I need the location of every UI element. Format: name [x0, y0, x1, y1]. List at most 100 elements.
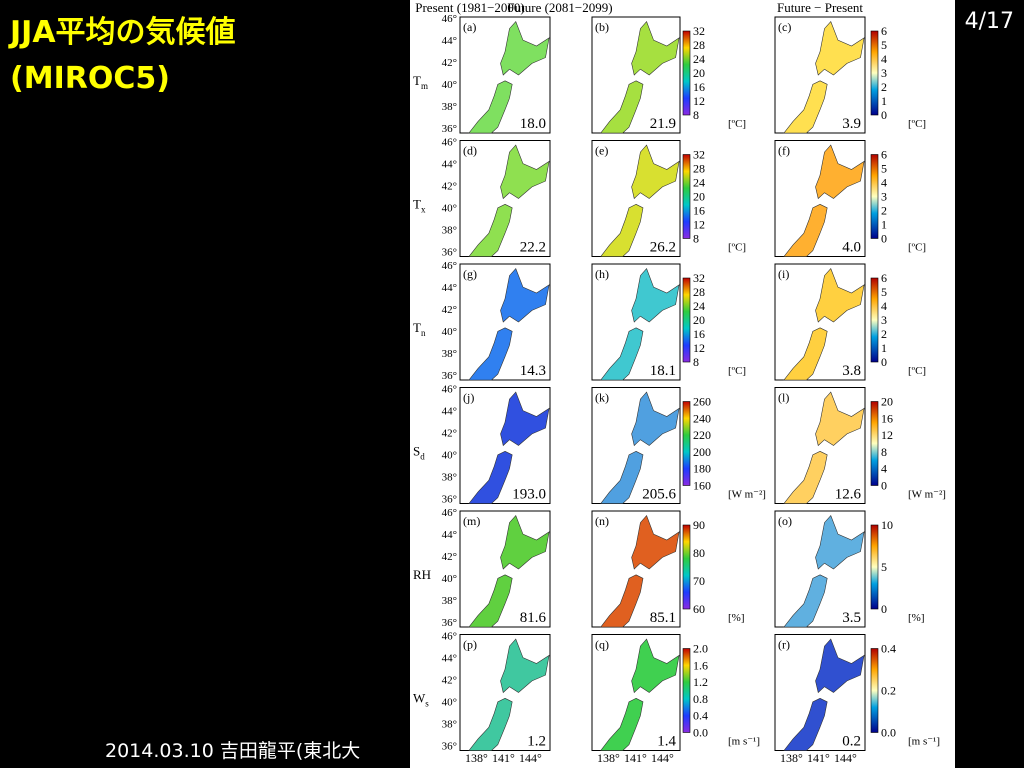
row-label: Ws — [413, 691, 429, 709]
lon-label: 144° — [834, 751, 857, 765]
panel-value: 3.8 — [842, 363, 861, 379]
lat-label: 44° — [442, 406, 457, 418]
colorbar-tick-label: 28 — [693, 38, 705, 52]
colorbar-tick-label: 12 — [693, 94, 705, 108]
row-label: RH — [413, 567, 431, 582]
lon-label: 138° — [465, 751, 488, 765]
row-label-main: S — [413, 444, 420, 459]
lat-label: 40° — [442, 450, 457, 462]
lat-label: 38° — [442, 472, 457, 484]
lat-label: 44° — [442, 35, 457, 47]
colorbar-unit: [ºC] — [728, 118, 746, 130]
row-label-main: T — [413, 73, 421, 88]
colorbar-tick-label: 70 — [693, 574, 705, 588]
colorbar — [870, 30, 879, 116]
map-frame — [774, 263, 866, 381]
lat-label: 46° — [442, 13, 457, 25]
map-frame — [591, 16, 681, 134]
panel-letter: (j) — [463, 391, 474, 405]
lat-label: 40° — [442, 326, 457, 338]
panel-letter: (n) — [595, 514, 609, 528]
panel-value: 18.1 — [650, 363, 676, 379]
lat-label: 36° — [442, 123, 457, 135]
panel-letter: (r) — [778, 638, 790, 652]
colorbar-tick-label: 2 — [881, 80, 887, 94]
map-land — [815, 638, 865, 694]
colorbar — [682, 524, 691, 610]
lat-label: 46° — [442, 384, 457, 396]
colorbar-tick-label: 20 — [693, 313, 705, 327]
panel-value: 3.9 — [842, 116, 861, 132]
row-label-sub: d — [420, 452, 425, 462]
panel-value: 26.2 — [650, 240, 676, 256]
panel-letter: (c) — [778, 20, 791, 34]
map-land — [500, 268, 550, 323]
panel-value: 4.0 — [842, 240, 861, 256]
figure: Present (1981−2000)Future (2081−2099) Fut… — [413, 0, 946, 765]
colorbar — [682, 277, 691, 363]
colorbar-tick-label: 16 — [881, 411, 893, 425]
panel-letter: (l) — [778, 391, 789, 405]
slide-title: JJA平均の気候値 — [8, 15, 236, 50]
lon-label: 138° — [597, 751, 620, 765]
map-frame — [774, 387, 866, 504]
panel-letter: (o) — [778, 514, 792, 528]
map-land — [631, 515, 680, 570]
lat-label: 38° — [442, 348, 457, 360]
colorbar-tick-label: 240 — [693, 411, 711, 425]
lat-label: 38° — [442, 719, 457, 731]
colorbar-tick-label: 220 — [693, 428, 711, 442]
panel-letter: (q) — [595, 638, 609, 652]
row-label-main: RH — [413, 567, 431, 582]
lat-label: 42° — [442, 57, 457, 69]
map-frame — [774, 510, 866, 628]
panel-value: 22.2 — [520, 240, 546, 256]
map-frame — [591, 510, 681, 628]
lat-label: 36° — [442, 370, 457, 382]
map-frame — [774, 634, 866, 751]
colorbar-tick-label: 28 — [693, 285, 705, 299]
lon-label: 141° — [624, 751, 647, 765]
colorbar-tick-label: 0 — [881, 479, 887, 493]
colorbar-tick-label: 5 — [881, 560, 887, 574]
colorbar-tick-label: 0.8 — [693, 692, 708, 706]
row-label-main: T — [413, 197, 421, 212]
colorbar-unit: [m s⁻¹] — [908, 736, 940, 748]
colorbar-tick-label: 4 — [881, 52, 887, 66]
row-label: Tm — [413, 73, 428, 91]
colorbar-tick-label: 1.6 — [693, 658, 708, 672]
map-land — [815, 144, 865, 200]
colorbar-tick-label: 32 — [693, 24, 705, 38]
map-land — [783, 450, 828, 504]
colorbar-tick-label: 0.4 — [693, 709, 708, 723]
colorbar-tick-label: 10 — [881, 518, 893, 532]
colorbar-tick-label: 0 — [881, 232, 887, 246]
colorbar-tick-label: 3 — [881, 66, 887, 80]
colorbar-tick-label: 8 — [693, 232, 699, 246]
colorbar — [870, 648, 879, 733]
lat-label: 42° — [442, 181, 457, 193]
panel-value: 0.2 — [842, 734, 861, 750]
map-land — [631, 21, 680, 76]
colorbar-tick-label: 4 — [881, 176, 887, 190]
colorbar — [870, 401, 879, 486]
colorbar-tick-label: 12 — [881, 428, 893, 442]
panel-letter: (k) — [595, 391, 609, 405]
map-land — [815, 268, 865, 323]
colorbar-tick-label: 180 — [693, 462, 711, 476]
column-header: Future (2081−2099) — [507, 0, 612, 15]
colorbar-unit: [W m⁻²] — [908, 489, 946, 501]
colorbar-tick-label: 3 — [881, 313, 887, 327]
colorbar-tick-label: 32 — [693, 271, 705, 285]
row-label: Tx — [413, 197, 426, 215]
colorbar-tick-label: 260 — [693, 395, 711, 409]
panel-value: 21.9 — [650, 116, 676, 132]
lat-label: 42° — [442, 304, 457, 316]
lon-label: 138° — [780, 751, 803, 765]
map-land — [631, 144, 680, 200]
map-land — [815, 391, 865, 447]
colorbar-tick-label: 80 — [693, 546, 705, 560]
colorbar-tick-label: 0.4 — [881, 642, 896, 656]
